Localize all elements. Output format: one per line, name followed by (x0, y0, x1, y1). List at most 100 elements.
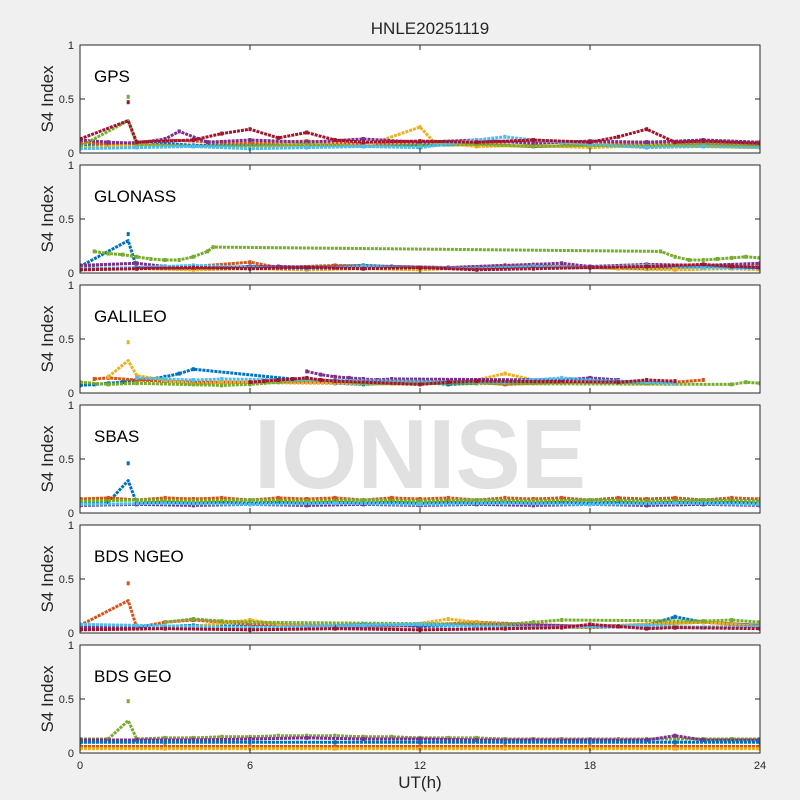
data-point (503, 371, 507, 376)
data-point (588, 378, 592, 382)
series-group (80, 94, 760, 151)
data-point (503, 622, 507, 627)
series-group (80, 340, 760, 388)
data-point (673, 740, 677, 745)
data-point (135, 254, 139, 259)
data-point (744, 254, 748, 259)
data-point (758, 626, 760, 631)
data-point (163, 495, 167, 500)
y-tick-label: 1 (68, 160, 74, 172)
data-point (645, 127, 649, 132)
data-point (588, 375, 592, 380)
data-point (163, 740, 167, 745)
data-point (673, 746, 677, 751)
data-point (475, 620, 479, 625)
data-point (191, 378, 195, 382)
data-point (758, 502, 760, 507)
axes-background (80, 45, 760, 153)
data-point (503, 744, 507, 749)
data-point (291, 377, 294, 381)
y-tick-label: 1 (68, 520, 74, 532)
data-point (758, 497, 760, 501)
data-point (126, 94, 130, 99)
data-point (560, 495, 564, 500)
data-point (588, 498, 592, 502)
data-point (80, 380, 82, 385)
data-point (701, 625, 705, 630)
data-point (276, 378, 280, 382)
axes-background (80, 165, 760, 273)
panel-label: GALILEO (94, 307, 167, 326)
data-point (758, 744, 760, 749)
data-point (276, 135, 280, 140)
series-trace (80, 734, 760, 742)
data-point (177, 371, 181, 376)
data-point (191, 735, 195, 740)
data-point (361, 502, 365, 507)
data-point (616, 380, 620, 385)
data-point (531, 141, 535, 146)
data-point (126, 340, 130, 345)
data-point (645, 378, 649, 382)
data-point (276, 500, 280, 505)
data-point (503, 263, 507, 268)
data-point (220, 619, 224, 624)
panel-label: BDS GEO (94, 667, 171, 686)
data-point (701, 139, 705, 144)
data-point (80, 502, 82, 507)
data-point (673, 264, 677, 269)
y-tick-label: 0 (68, 388, 74, 400)
data-point (616, 495, 620, 500)
data-point (758, 499, 760, 504)
data-point (645, 140, 649, 145)
y-tick-label: 0 (68, 148, 74, 160)
data-point (135, 140, 139, 145)
series-trace (80, 622, 760, 632)
data-point (730, 264, 734, 269)
data-point (758, 265, 760, 270)
data-point (645, 380, 649, 385)
data-point (191, 265, 195, 270)
data-point (418, 497, 422, 501)
data-point (588, 265, 592, 270)
data-point (673, 379, 677, 384)
data-point (126, 461, 130, 466)
panel-gps: 0 0.5 1 GPS S4 Index (38, 40, 761, 160)
chart-title: HNLE20251119 (371, 19, 489, 38)
data-point (106, 495, 110, 500)
data-point (673, 614, 677, 619)
data-point (418, 499, 422, 504)
data-point (163, 735, 167, 740)
data-point (80, 137, 82, 141)
data-point (701, 502, 705, 507)
data-point (276, 380, 280, 385)
data-point (560, 378, 564, 382)
data-point (418, 125, 422, 130)
data-point (135, 375, 139, 380)
data-point (673, 495, 677, 500)
data-point (475, 144, 479, 149)
data-point (588, 744, 592, 749)
data-point (361, 623, 365, 628)
data-point (560, 500, 564, 505)
data-point (80, 497, 82, 501)
data-point (503, 495, 507, 500)
data-point (616, 266, 620, 271)
axes-background (80, 525, 760, 633)
data-point (588, 502, 592, 507)
y-tick-label: 0.5 (59, 574, 74, 586)
data-point (701, 262, 705, 267)
data-point (126, 232, 130, 237)
data-point (305, 733, 309, 738)
data-point (191, 503, 195, 508)
data-point (248, 143, 252, 148)
data-point (588, 738, 592, 742)
data-point (149, 257, 153, 261)
data-point (531, 738, 535, 742)
data-point (503, 380, 507, 385)
panel-label: GLONASS (94, 187, 176, 206)
data-point (758, 620, 760, 625)
data-point (276, 264, 280, 269)
y-tick-label: 1 (68, 40, 74, 52)
data-point (418, 740, 422, 745)
